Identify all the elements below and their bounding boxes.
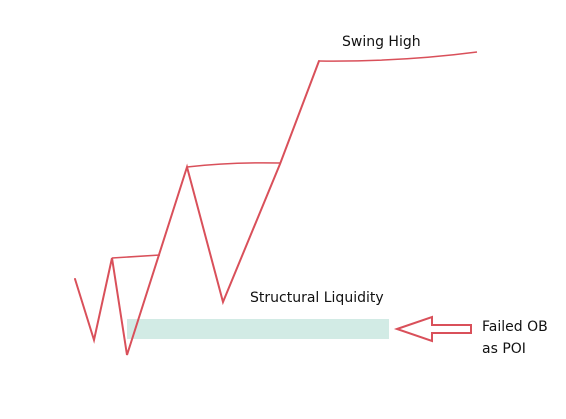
structural-liquidity-label: Structural Liquidity: [250, 290, 384, 306]
structure-line-2: [186, 162, 281, 168]
failed-ob-label-line1: Failed OB: [482, 319, 548, 335]
swing-high-label: Swing High: [342, 34, 421, 50]
poi-arrow-icon: [393, 315, 472, 343]
structure-line-1: [111, 254, 161, 259]
failed-ob-label-line2: as POI: [482, 341, 526, 357]
price-path: [74, 60, 320, 356]
swing-high-line: [318, 51, 478, 62]
poi-zone: [127, 319, 389, 339]
